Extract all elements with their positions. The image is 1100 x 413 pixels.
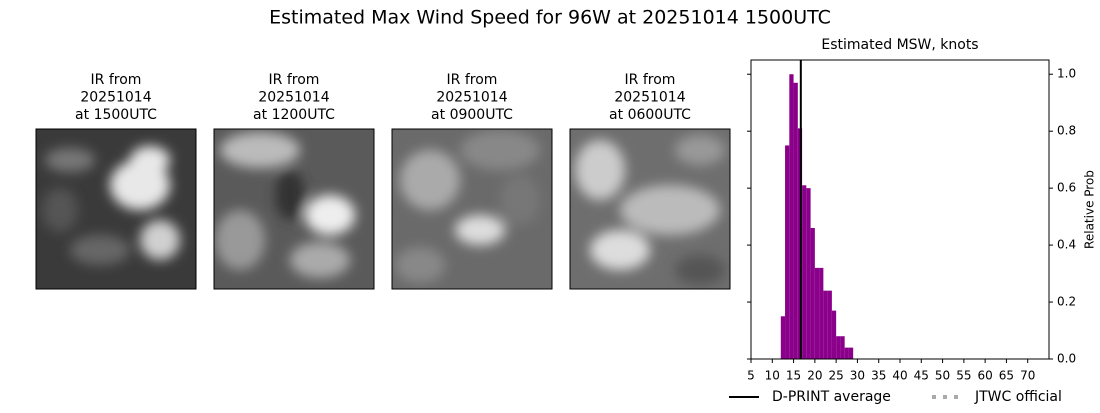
y-tick-label: 0.0 bbox=[1057, 352, 1076, 366]
x-tick-label: 60 bbox=[978, 369, 993, 383]
panel-title: 20251014 bbox=[258, 90, 329, 106]
bar bbox=[827, 290, 832, 359]
bar bbox=[806, 188, 811, 359]
panel-title: at 1200UTC bbox=[253, 107, 335, 123]
bar bbox=[836, 336, 841, 359]
y-tick-label: 0.8 bbox=[1057, 124, 1076, 138]
panel-title: 20251014 bbox=[614, 90, 685, 106]
axes-title: Estimated MSW, knots bbox=[821, 37, 978, 53]
bar bbox=[810, 228, 815, 359]
x-tick-label: 10 bbox=[765, 369, 780, 383]
bar bbox=[814, 267, 820, 359]
bar bbox=[789, 74, 794, 359]
panel-title: IR from bbox=[269, 72, 320, 88]
image-frame bbox=[213, 128, 375, 290]
x-tick-label: 20 bbox=[807, 369, 822, 383]
figure-title: Estimated Max Wind Speed for 96W at 2025… bbox=[269, 7, 831, 29]
y-axis-label: Relative Prob bbox=[1083, 170, 1097, 249]
x-tick-label: 30 bbox=[850, 369, 865, 383]
panel-title: 20251014 bbox=[80, 90, 151, 106]
image-frame bbox=[391, 128, 553, 290]
ir-image bbox=[36, 129, 196, 289]
panel-title: at 1500UTC bbox=[75, 107, 157, 123]
bar bbox=[802, 185, 807, 359]
ir-image bbox=[214, 129, 374, 289]
x-tick-label: 5 bbox=[747, 369, 755, 383]
panel-title: at 0600UTC bbox=[609, 107, 691, 123]
y-tick-label: 0.4 bbox=[1057, 238, 1076, 252]
legend-label: D-PRINT average bbox=[772, 389, 891, 405]
bar bbox=[819, 267, 824, 359]
y-tick-label: 0.6 bbox=[1057, 181, 1076, 195]
y-tick-label: 0.2 bbox=[1057, 295, 1076, 309]
x-tick-label: 35 bbox=[871, 369, 886, 383]
bar bbox=[831, 310, 837, 359]
panel-title: IR from bbox=[625, 72, 676, 88]
y-tick-label: 1.0 bbox=[1057, 67, 1076, 81]
image-frame bbox=[35, 128, 197, 290]
bar bbox=[780, 316, 786, 359]
x-tick-label: 65 bbox=[999, 369, 1014, 383]
x-tick-label: 50 bbox=[935, 369, 950, 383]
ir-image bbox=[570, 129, 730, 289]
x-tick-label: 70 bbox=[1020, 369, 1035, 383]
legend-label: JTWC official bbox=[974, 389, 1062, 405]
x-tick-label: 45 bbox=[914, 369, 929, 383]
x-tick-label: 55 bbox=[956, 369, 971, 383]
panel-title: 20251014 bbox=[436, 90, 507, 106]
panel-title: IR from bbox=[91, 72, 142, 88]
bar bbox=[823, 290, 828, 359]
bar bbox=[785, 145, 790, 359]
ir-image bbox=[392, 129, 552, 289]
panel-title: at 0900UTC bbox=[431, 107, 513, 123]
x-tick-label: 40 bbox=[892, 369, 907, 383]
bar bbox=[840, 336, 845, 359]
x-tick-label: 15 bbox=[786, 369, 801, 383]
bar bbox=[848, 347, 854, 359]
image-frame bbox=[569, 128, 731, 290]
bar bbox=[844, 347, 849, 359]
bar bbox=[793, 82, 798, 360]
panel-title: IR from bbox=[447, 72, 498, 88]
x-tick-label: 25 bbox=[829, 369, 844, 383]
